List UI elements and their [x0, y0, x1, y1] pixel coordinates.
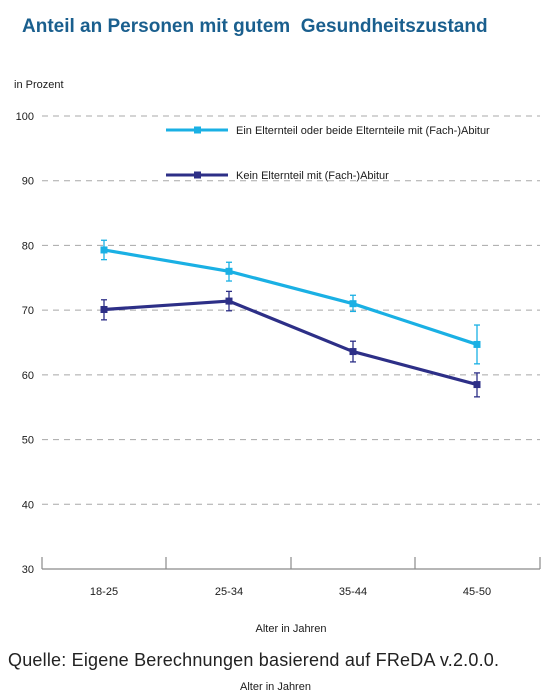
x-axis — [41, 557, 541, 570]
series-line — [103, 248, 478, 346]
y-tick-label: 100 — [16, 111, 34, 123]
legend-marker — [194, 171, 201, 179]
y-tick-labels: 30 40 50 60 70 80 90 100 — [16, 111, 34, 576]
data-point — [100, 246, 108, 254]
y-axis-label: in Prozent — [14, 79, 64, 91]
data-point — [100, 305, 108, 313]
legend-label: Ein Elternteil oder beide Elternteile mi… — [236, 125, 490, 137]
legend-label: Kein Elternteil mit (Fach-)Abitur — [236, 170, 389, 182]
footer-axis-label: Alter in Jahren — [240, 681, 311, 693]
data-point — [349, 348, 357, 356]
x-axis-label: Alter in Jahren — [256, 623, 327, 635]
y-tick-label: 70 — [22, 305, 34, 317]
x-tick-labels: 18-25 25-34 35-44 45-50 — [90, 586, 491, 598]
legend-marker — [194, 126, 201, 134]
source-note: Quelle: Eigene Berechnungen basierend au… — [8, 650, 500, 670]
y-tick-label: 30 — [22, 564, 34, 576]
series-line — [103, 299, 478, 387]
series-group — [100, 239, 481, 398]
y-tick-label: 90 — [22, 176, 34, 188]
data-point — [473, 340, 481, 348]
x-tick-label: 18-25 — [90, 586, 118, 598]
y-tick-label: 40 — [22, 499, 34, 511]
x-tick-label: 25-34 — [215, 586, 243, 598]
chart-title: Anteil an Personen mit gutem Gesundheits… — [22, 16, 488, 37]
y-tick-label: 50 — [22, 435, 34, 447]
data-point — [225, 267, 233, 275]
legend: Ein Elternteil oder beide Elternteile mi… — [166, 125, 490, 182]
y-tick-label: 80 — [22, 240, 34, 252]
data-point — [349, 300, 357, 308]
line-chart: 30 40 50 60 70 80 90 100 in Prozent 18-25 25-34 3… — [14, 79, 541, 635]
y-tick-label: 60 — [22, 370, 34, 382]
x-tick-label: 45-50 — [463, 586, 491, 598]
data-point — [473, 381, 481, 389]
data-point — [225, 297, 233, 305]
x-tick-label: 35-44 — [339, 586, 367, 598]
